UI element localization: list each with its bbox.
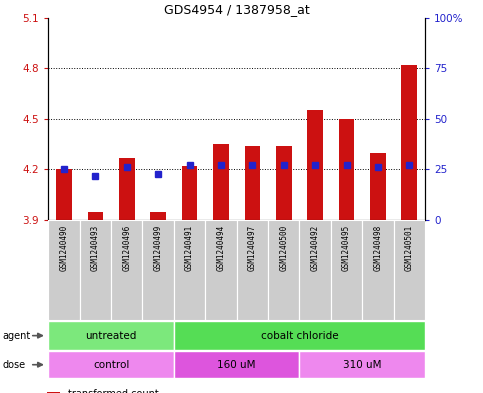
Bar xyxy=(268,220,299,320)
Bar xyxy=(299,220,331,320)
Text: 160 uM: 160 uM xyxy=(217,360,256,370)
Bar xyxy=(48,220,80,320)
Text: GSM1240500: GSM1240500 xyxy=(279,225,288,271)
Bar xyxy=(142,220,174,320)
Text: GSM1240492: GSM1240492 xyxy=(311,225,320,271)
Bar xyxy=(370,152,386,220)
Bar xyxy=(111,220,142,320)
Text: untreated: untreated xyxy=(85,331,137,341)
Bar xyxy=(80,220,111,320)
Bar xyxy=(213,144,229,220)
Bar xyxy=(205,220,237,320)
Bar xyxy=(331,220,362,320)
Text: GSM1240498: GSM1240498 xyxy=(373,225,383,271)
Bar xyxy=(299,351,425,378)
Bar xyxy=(174,351,299,378)
Bar xyxy=(394,220,425,320)
Text: dose: dose xyxy=(2,360,26,370)
Text: GSM1240494: GSM1240494 xyxy=(216,225,226,271)
Text: GSM1240497: GSM1240497 xyxy=(248,225,257,271)
Text: GSM1240501: GSM1240501 xyxy=(405,225,414,271)
Bar xyxy=(174,220,205,320)
Bar xyxy=(119,158,135,220)
Bar xyxy=(48,351,174,378)
Text: transformed count: transformed count xyxy=(69,389,159,393)
Text: control: control xyxy=(93,360,129,370)
Bar xyxy=(362,220,394,320)
Bar xyxy=(48,321,174,350)
Text: GSM1240493: GSM1240493 xyxy=(91,225,100,271)
Bar xyxy=(307,110,323,220)
Text: GSM1240491: GSM1240491 xyxy=(185,225,194,271)
Bar xyxy=(56,169,72,220)
Bar xyxy=(47,392,60,393)
Bar xyxy=(339,119,355,220)
Bar xyxy=(87,212,103,220)
Text: GSM1240499: GSM1240499 xyxy=(154,225,163,271)
Bar xyxy=(174,321,425,350)
Bar xyxy=(150,212,166,220)
Text: agent: agent xyxy=(2,331,30,341)
Text: GSM1240495: GSM1240495 xyxy=(342,225,351,271)
Title: GDS4954 / 1387958_at: GDS4954 / 1387958_at xyxy=(164,4,310,17)
Text: GSM1240490: GSM1240490 xyxy=(59,225,69,271)
Bar xyxy=(244,146,260,220)
Text: GSM1240496: GSM1240496 xyxy=(122,225,131,271)
Text: cobalt chloride: cobalt chloride xyxy=(261,331,338,341)
Bar xyxy=(276,146,292,220)
Text: 310 uM: 310 uM xyxy=(343,360,382,370)
Bar xyxy=(401,65,417,220)
Bar xyxy=(182,166,198,220)
Bar xyxy=(237,220,268,320)
